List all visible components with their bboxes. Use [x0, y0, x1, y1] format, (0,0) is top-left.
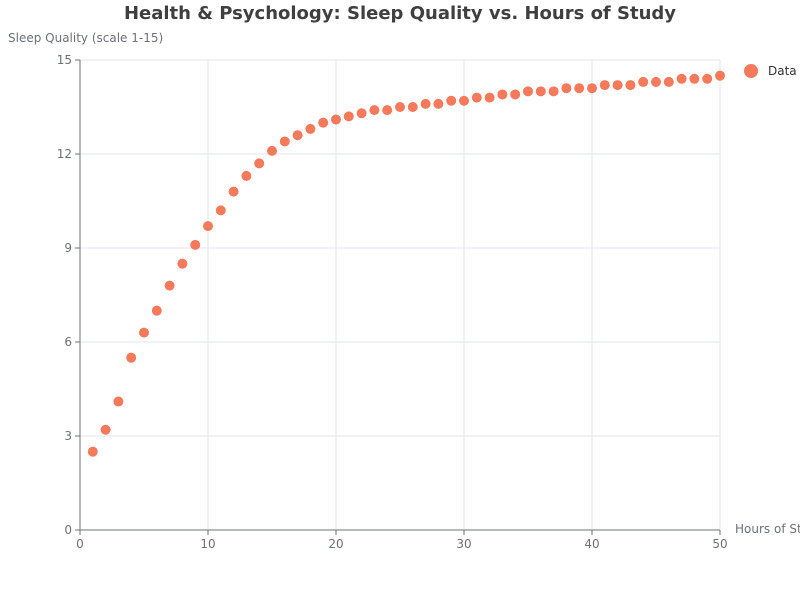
y-tick-label: 0	[64, 523, 72, 537]
data-point[interactable]	[382, 105, 393, 116]
data-point[interactable]	[126, 352, 137, 363]
data-point[interactable]	[497, 89, 508, 100]
data-point[interactable]	[318, 117, 329, 128]
grid-lines	[80, 59, 721, 530]
data-point[interactable]	[241, 170, 252, 181]
data-point[interactable]	[279, 136, 290, 147]
y-axis-label: Sleep Quality (scale 1-15)	[8, 31, 163, 45]
data-point[interactable]	[599, 80, 610, 91]
data-point[interactable]	[574, 83, 585, 94]
data-point[interactable]	[548, 86, 559, 97]
x-tick-label: 30	[456, 537, 471, 551]
y-tick-label: 9	[64, 241, 72, 255]
data-point[interactable]	[510, 89, 521, 100]
data-point[interactable]	[100, 424, 111, 435]
y-tick-label: 6	[64, 335, 72, 349]
data-point[interactable]	[228, 186, 239, 197]
data-point[interactable]	[164, 280, 175, 291]
data-point[interactable]	[484, 92, 495, 103]
data-point[interactable]	[331, 114, 341, 125]
data-point[interactable]	[625, 80, 636, 91]
data-point[interactable]	[715, 70, 725, 81]
data-point[interactable]	[433, 98, 444, 109]
x-tick-label: 0	[76, 537, 84, 551]
data-point[interactable]	[254, 158, 265, 169]
data-point[interactable]	[663, 76, 674, 87]
data-point[interactable]	[190, 239, 201, 250]
y-tick-label: 3	[64, 429, 72, 443]
legend-marker[interactable]	[744, 64, 758, 78]
data-point[interactable]	[561, 83, 572, 94]
data-point[interactable]	[459, 95, 469, 106]
x-axis-label: Hours of St	[735, 522, 800, 536]
data-point[interactable]	[356, 108, 367, 119]
data-point[interactable]	[343, 111, 354, 122]
data-point[interactable]	[407, 102, 418, 112]
data-point[interactable]	[369, 105, 380, 116]
chart-title: Health & Psychology: Sleep Quality vs. H…	[124, 3, 676, 24]
x-tick-label: 10	[200, 537, 215, 551]
data-point[interactable]	[523, 86, 533, 97]
data-point[interactable]	[292, 130, 303, 141]
data-point[interactable]	[177, 258, 188, 269]
x-tick-labels: 0 10 20 30 40 50	[76, 537, 727, 551]
y-tick-label: 12	[57, 147, 72, 161]
data-point[interactable]	[587, 83, 597, 94]
data-point[interactable]	[420, 98, 431, 109]
data-point[interactable]	[446, 95, 457, 106]
data-point[interactable]	[676, 73, 687, 84]
data-point[interactable]	[395, 102, 405, 112]
x-tick-label: 50	[712, 537, 727, 551]
data-point[interactable]	[203, 221, 213, 232]
y-tick-label: 15	[57, 53, 72, 67]
data-point[interactable]	[689, 73, 700, 84]
data-point[interactable]	[113, 396, 124, 407]
data-point[interactable]	[215, 205, 226, 216]
data-point[interactable]	[535, 86, 546, 97]
legend[interactable]: Data	[744, 64, 797, 78]
data-point[interactable]	[87, 446, 98, 457]
data-point[interactable]	[702, 73, 713, 84]
data-points	[87, 70, 725, 457]
data-point[interactable]	[267, 145, 277, 156]
data-point[interactable]	[471, 92, 482, 103]
data-point[interactable]	[139, 327, 149, 338]
data-point[interactable]	[305, 123, 316, 134]
legend-label[interactable]: Data	[768, 64, 797, 78]
data-point[interactable]	[612, 80, 623, 91]
data-point[interactable]	[651, 76, 661, 87]
axes	[75, 59, 721, 535]
data-point[interactable]	[151, 305, 162, 316]
x-tick-label: 20	[328, 537, 343, 551]
x-tick-label: 40	[584, 537, 599, 551]
data-point[interactable]	[638, 76, 649, 87]
y-tick-labels: 0 3 6 9 12 15	[57, 53, 72, 537]
